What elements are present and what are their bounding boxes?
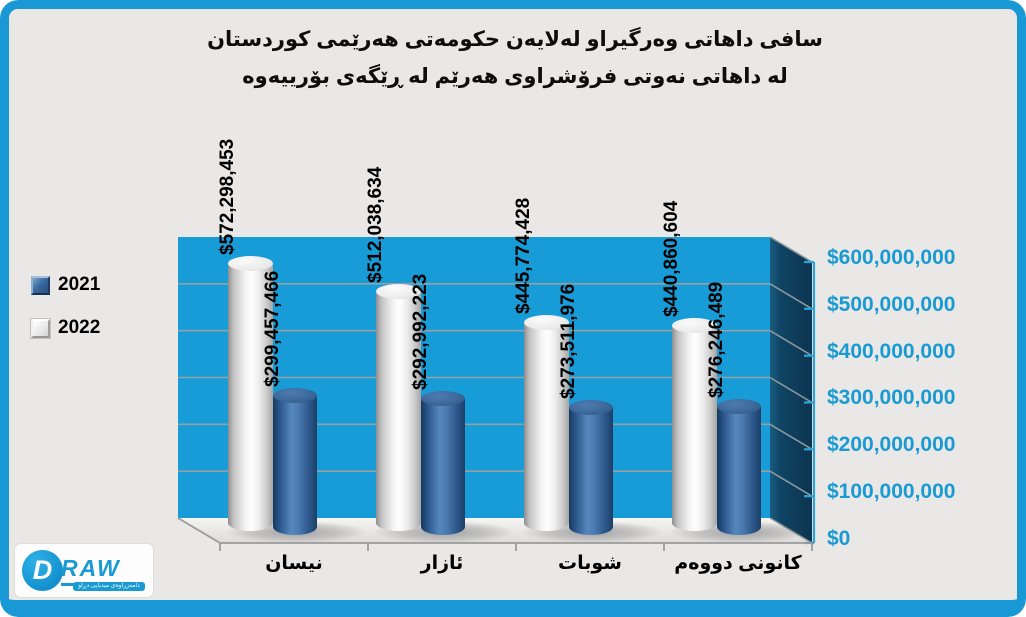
- legend-marker-2022-icon: [31, 318, 50, 338]
- y-axis-tick-label: $300,000,000: [827, 386, 956, 410]
- category-label: شوبات: [558, 553, 622, 574]
- legend-marker-2021-icon: [31, 275, 50, 295]
- legend-item-2021: 2021: [31, 274, 100, 296]
- bar-value-label-2021: $273,511,976: [558, 283, 579, 399]
- bar-2021-top: [421, 390, 465, 406]
- y-axis-tick-label: $400,000,000: [827, 339, 956, 363]
- bar-2021: [421, 397, 465, 535]
- legend-label: 2021: [58, 274, 101, 295]
- category-label: کانونی دووەم: [674, 553, 802, 574]
- category-label: نیسان: [265, 553, 323, 574]
- bar-2021: [569, 406, 613, 535]
- bar-2022: [523, 322, 569, 531]
- bar-value-label-2022: $445,774,428: [513, 197, 534, 315]
- draw-logo-tagline: دامەزراوەی میدیایی دڕاو: [73, 582, 145, 591]
- plot-floor: [178, 518, 812, 543]
- bar-2021-top: [717, 398, 761, 414]
- draw-logo: D RAW دامەزراوەی میدیایی دڕاو: [15, 544, 153, 597]
- y-axis-tick-label: $0: [827, 526, 851, 550]
- bar-2021-top: [273, 387, 317, 403]
- draw-logo-d: D: [32, 555, 53, 585]
- legend-label: 2022: [58, 317, 101, 338]
- x-axis: [177, 517, 813, 551]
- legend: 2021 2022: [31, 274, 100, 360]
- category-label: ئازار: [420, 553, 464, 574]
- bar-value-label-2021: $299,457,466: [262, 270, 283, 387]
- bar-2022: [227, 262, 273, 531]
- bar-2022-top: [227, 255, 273, 271]
- y-axis-tick-label: $100,000,000: [827, 480, 956, 504]
- bar-2022-top: [671, 317, 717, 333]
- y-axis-tick-label: $200,000,000: [827, 433, 956, 457]
- legend-item-2022: 2022: [31, 317, 100, 339]
- chart-title-line2: لە داهاتی نەوتی فرۆشراوی هەرێم لە ڕێگەی …: [242, 64, 788, 88]
- bar-2022-top: [375, 284, 421, 300]
- gridlines-depth: [769, 236, 813, 544]
- bar-2022: [671, 324, 717, 531]
- bar-value-label-2021: $276,246,489: [706, 281, 727, 398]
- bar-2021: [273, 394, 317, 535]
- chart-title: سافی داهاتی وەرگیراو لەلایەن حکومەتی هەر…: [110, 22, 920, 96]
- bar-value-label-2022: $512,038,634: [365, 166, 386, 284]
- bar-2022-top: [523, 315, 569, 331]
- bar-value-label-2022: $440,860,604: [661, 200, 682, 317]
- gridlines: [178, 282, 770, 473]
- chart-title-line1: سافی داهاتی وەرگیراو لەلایەن حکومەتی هەر…: [207, 28, 823, 51]
- y-axis-tick-label: $600,000,000: [827, 246, 956, 269]
- bar-2022: [375, 291, 421, 531]
- draw-logo-circle-icon: D: [22, 550, 63, 591]
- y-axis-tick-label: $500,000,000: [827, 292, 956, 316]
- bar-2021-top: [569, 399, 613, 415]
- bar-2021: [717, 405, 761, 535]
- bar-value-label-2022: $572,298,453: [217, 138, 238, 255]
- bar-value-label-2021: $292,992,223: [410, 273, 431, 390]
